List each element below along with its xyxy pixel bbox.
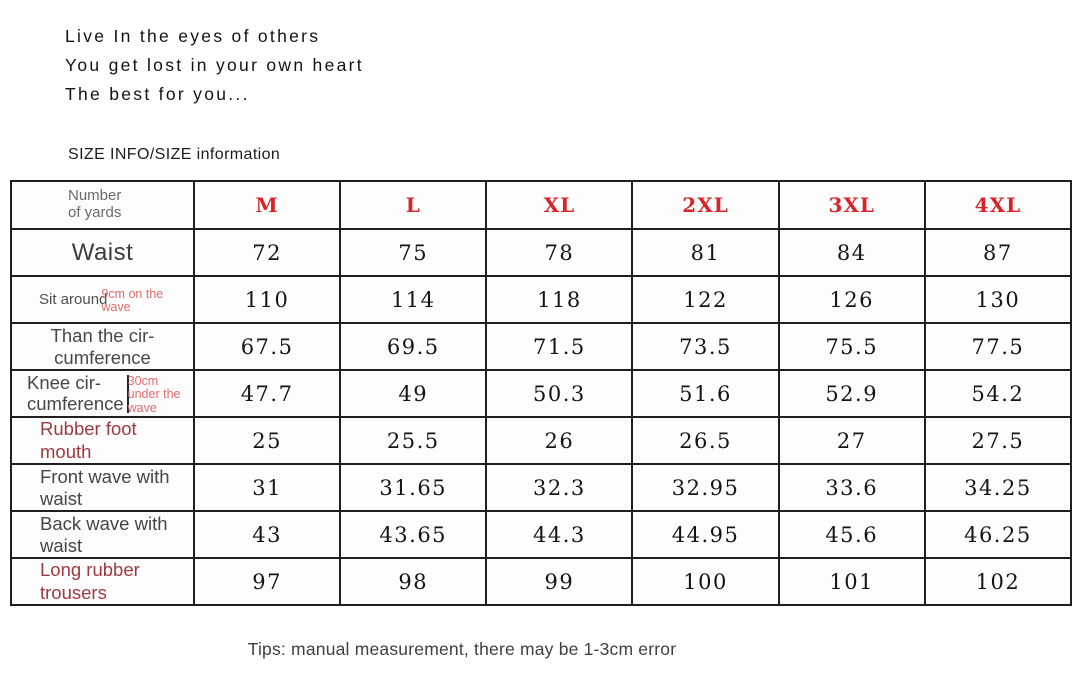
value-cell: 43 [192,510,342,559]
value-cell: 49 [339,369,488,418]
row-label-back-wave-waist: Back wave with waist [40,513,168,556]
value-cell: 75 [339,228,488,277]
value-cell: 47.7 [192,369,342,418]
value-cell: 34.25 [923,463,1073,512]
table-row-knee-circumference: Knee cir- cumference 30cm under the wave… [10,369,1073,418]
value-cell: 32.95 [631,463,780,512]
row-label-cell: Front wave with waist [10,463,195,512]
value-cell: 78 [485,228,634,277]
value-cell: 45.6 [777,510,926,559]
value-cell: 46.25 [923,510,1073,559]
value-cell: 98 [339,557,488,606]
row-label-knee-circumference: Knee cir- cumference [27,371,124,414]
row-label-front-wave-waist: Front wave with waist [40,466,170,509]
annotation-9cm-on-wave: 9cm on the wave [101,286,164,314]
value-cell: 52.9 [777,369,926,418]
row-label-than-circumference: Than the cir- cumference [50,325,155,368]
row-label-sit-around: Sit around [39,291,108,308]
value-cell: 32.3 [485,463,634,512]
corner-label: Number of yards [68,187,122,221]
value-cell: 110 [192,275,342,324]
value-cell: 44.3 [485,510,634,559]
divider-bar [126,374,129,413]
value-cell: 73.5 [631,322,780,371]
table-row-waist: Waist 72 75 78 81 84 87 [10,228,1073,277]
value-cell: 130 [923,275,1073,324]
value-cell: 99 [485,557,634,606]
table-row-rubber-foot-mouth: Rubber foot mouth 25 25.5 26 26.5 27 27.… [10,416,1073,465]
table-row-sit-around: Sit around 9cm on the wave 110 114 118 1… [10,275,1073,324]
value-cell: 71.5 [485,322,634,371]
value-cell: 114 [339,275,488,324]
value-cell: 26 [485,416,634,465]
table-row-front-wave-waist: Front wave with waist 31 31.65 32.3 32.9… [10,463,1073,512]
annotation-30cm-under-wave: 30cm under the wave [127,373,181,415]
row-label-cell: Sit around 9cm on the wave [10,275,195,324]
size-header-xl: XL [485,180,634,230]
value-cell: 67.5 [192,322,342,371]
value-cell: 75.5 [777,322,926,371]
value-cell: 51.6 [631,369,780,418]
row-label-cell: Knee cir- cumference 30cm under the wave [10,369,195,418]
value-cell: 118 [485,275,634,324]
quote-line-2: You get lost in your own heart [65,55,364,75]
row-label-rubber-foot-mouth: Rubber foot mouth [40,418,137,462]
value-cell: 27.5 [923,416,1073,465]
value-cell: 43.65 [339,510,488,559]
value-cell: 97 [192,557,342,606]
size-header-3xl: 3XL [777,180,926,230]
table-row-back-wave-waist: Back wave with waist 43 43.65 44.3 44.95… [10,510,1073,559]
quote-line-3: The best for you... [65,84,250,104]
row-label-long-rubber-trousers: Long rubber trousers [40,559,140,603]
value-cell: 44.95 [631,510,780,559]
value-cell: 50.3 [485,369,634,418]
value-cell: 25.5 [339,416,488,465]
measurement-tips: Tips: manual measurement, there may be 1… [247,639,677,659]
value-cell: 87 [923,228,1073,277]
value-cell: 54.2 [923,369,1073,418]
value-cell: 126 [777,275,926,324]
value-cell: 27 [777,416,926,465]
value-cell: 122 [631,275,780,324]
size-header-2xl: 2XL [631,180,780,230]
row-label-cell: Long rubber trousers [10,557,195,606]
row-label-cell: Rubber foot mouth [10,416,195,465]
size-header-4xl: 4XL [923,180,1073,230]
size-table: Number of yards M L XL 2XL 3XL 4XL Waist… [10,180,1073,606]
value-cell: 26.5 [631,416,780,465]
table-row-than-circumference: Than the cir- cumference 67.5 69.5 71.5 … [10,322,1073,371]
row-label-cell: Back wave with waist [10,510,195,559]
value-cell: 77.5 [923,322,1073,371]
section-title: SIZE INFO/SIZE information [68,146,281,163]
value-cell: 72 [192,228,342,277]
value-cell: 100 [631,557,780,606]
value-cell: 101 [777,557,926,606]
quote-line-1: Live In the eyes of others [65,26,321,46]
value-cell: 81 [631,228,780,277]
table-header-row: Number of yards M L XL 2XL 3XL 4XL [10,180,1073,230]
row-label-cell: Than the cir- cumference [10,322,195,371]
value-cell: 33.6 [777,463,926,512]
size-header-m: M [192,180,342,230]
value-cell: 84 [777,228,926,277]
value-cell: 25 [192,416,342,465]
size-header-l: L [339,180,488,230]
row-label-waist: Waist [71,238,134,266]
table-row-long-rubber-trousers: Long rubber trousers 97 98 99 100 101 10… [10,557,1073,606]
value-cell: 102 [923,557,1073,606]
value-cell: 69.5 [339,322,488,371]
value-cell: 31.65 [339,463,488,512]
value-cell: 31 [192,463,342,512]
corner-header-cell: Number of yards [10,180,195,230]
row-label-cell: Waist [10,228,195,277]
header-quotes: Live In the eyes of others You get lost … [65,22,364,109]
